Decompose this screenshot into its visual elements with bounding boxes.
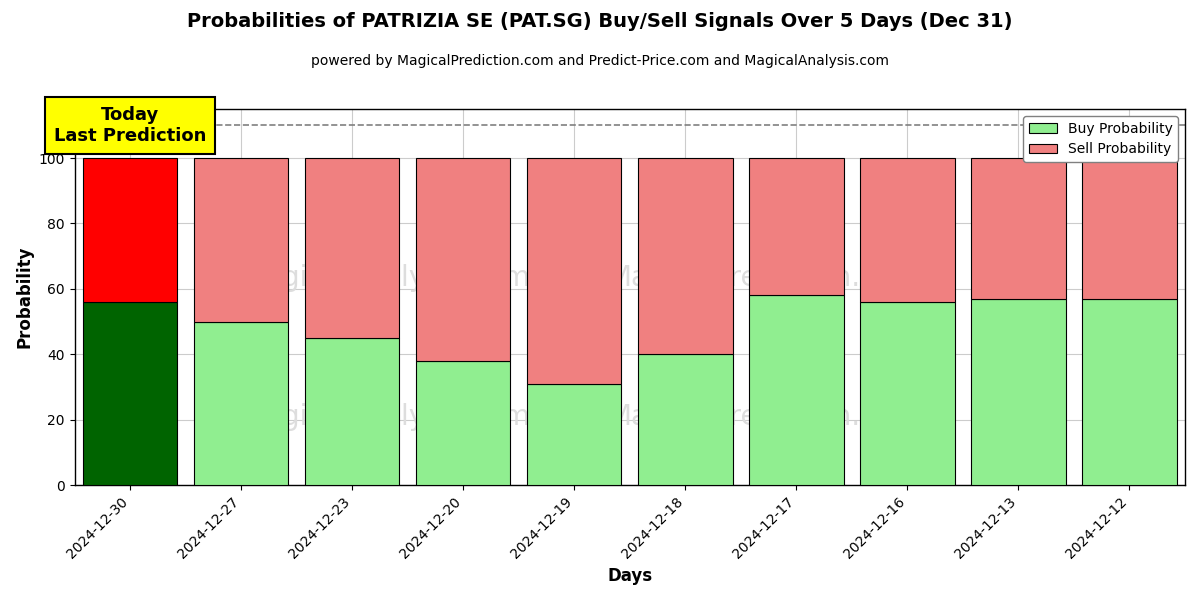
Legend: Buy Probability, Sell Probability: Buy Probability, Sell Probability — [1024, 116, 1178, 162]
Bar — [194, 158, 288, 322]
Bar — [749, 295, 844, 485]
Text: MagicalAnalysis.com: MagicalAnalysis.com — [241, 264, 530, 292]
Bar — [416, 158, 510, 361]
Bar — [971, 158, 1066, 299]
Bar — [860, 158, 955, 302]
Text: MagicalAnalysis.com: MagicalAnalysis.com — [241, 403, 530, 431]
Bar — [638, 158, 732, 355]
Bar — [749, 158, 844, 295]
Text: MagicalPrediction.com: MagicalPrediction.com — [607, 403, 919, 431]
X-axis label: Days: Days — [607, 567, 653, 585]
Text: Today
Last Prediction: Today Last Prediction — [54, 106, 206, 145]
Bar — [527, 158, 622, 384]
Text: MagicalPrediction.com: MagicalPrediction.com — [607, 264, 919, 292]
Text: powered by MagicalPrediction.com and Predict-Price.com and MagicalAnalysis.com: powered by MagicalPrediction.com and Pre… — [311, 54, 889, 68]
Bar — [83, 158, 178, 302]
Bar — [305, 338, 400, 485]
Bar — [860, 302, 955, 485]
Text: Probabilities of PATRIZIA SE (PAT.SG) Buy/Sell Signals Over 5 Days (Dec 31): Probabilities of PATRIZIA SE (PAT.SG) Bu… — [187, 12, 1013, 31]
Bar — [305, 158, 400, 338]
Bar — [638, 355, 732, 485]
Bar — [971, 299, 1066, 485]
Bar — [527, 384, 622, 485]
Bar — [1082, 299, 1177, 485]
Bar — [83, 302, 178, 485]
Bar — [194, 322, 288, 485]
Bar — [1082, 158, 1177, 299]
Bar — [416, 361, 510, 485]
Y-axis label: Probability: Probability — [16, 246, 34, 349]
